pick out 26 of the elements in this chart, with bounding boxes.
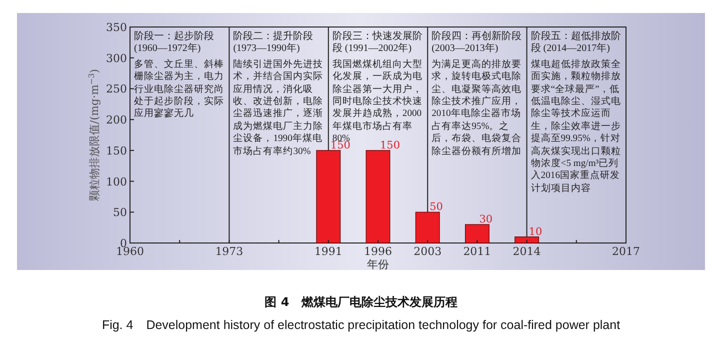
annotation: 阶段一：起步阶段 (1960—1972年) 多管、文丘里、斜棒栅除尘器为主，电力行业电除尘器研究尚处于起步阶段，实际应用寥寥无几: [134, 31, 225, 121]
y-tick-label: 300: [106, 52, 127, 65]
y-tick-label: 200: [106, 114, 127, 127]
text: Fig. 4 Development history of electrostatic precipitation technology for coal-fired power plant: [102, 318, 621, 332]
text: 阶段二：提升阶段 (1973—1990年) 陆续引进国外先进技术，并结合国内实际应用情况，消化吸收、改进创新，电除尘器迅速推广，逐渐成为燃煤电厂主力除尘设备，1990年煤电市场占有率约30%: [233, 31, 324, 157]
y-tick-label: 100: [106, 175, 127, 188]
data-label: 150: [380, 139, 400, 152]
y-tick-label: 350: [106, 21, 127, 34]
x-tick-label: 2014: [512, 245, 541, 258]
x-tick-label: 2017: [612, 245, 640, 258]
text: 阶段五：超低排放阶段 (2014—2017年) 煤电超低排放政策全面实施，颗粒物排放要求“全球最严”，低低温电除尘、湿式电除尘等技术应运而生，除尘效率进一步提高至99.95%，针对高灰煤实现出口颗粒物浓度<5 mg/m³已列入2016国家重点研发计划项目内容: [530, 31, 621, 194]
x-axis-title: 年份: [367, 258, 389, 271]
y-tick-label: 50: [113, 206, 127, 220]
data-label: 10: [528, 226, 542, 238]
x-tick-label: 1973: [215, 245, 244, 258]
x-tick-label: 1996: [364, 245, 392, 258]
x-tick-label: 1960: [116, 245, 144, 258]
x-tick-label: 2003: [414, 245, 442, 258]
data-label: 30: [479, 213, 493, 226]
y-tick-label: 150: [106, 144, 127, 158]
text: 图 4 燃煤电厂电除尘技术发展历程: [264, 295, 458, 309]
text: 阶段四：再创新阶段 (2003—2013年) 为满足更高的排放要求，旋转电极式电除尘、电凝聚等高效电除尘技术推广应用，2010年电除尘器市场占有率达95%。之后，布袋、电袋复合除尘器份额有所增加: [432, 31, 522, 157]
x-tick-label: 1991: [314, 245, 342, 258]
y-tick-label: 250: [106, 82, 127, 96]
x-tick-label: 2011: [463, 245, 492, 258]
data-label: 50: [430, 201, 443, 214]
